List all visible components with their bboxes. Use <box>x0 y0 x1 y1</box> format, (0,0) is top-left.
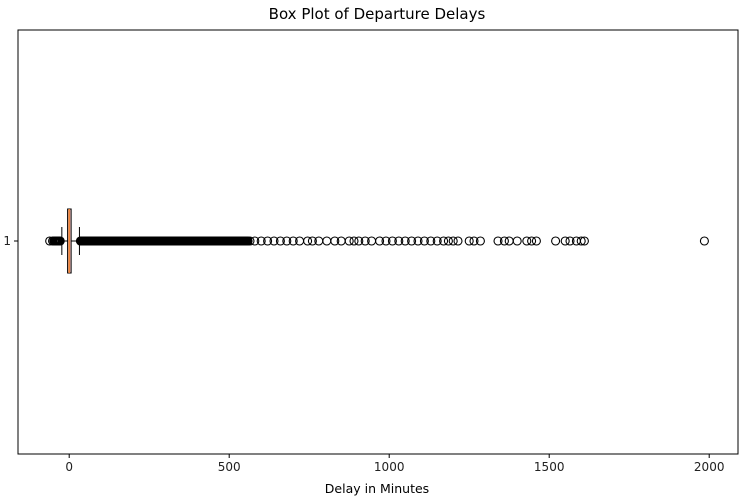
outlier-point <box>527 236 537 246</box>
outlier-point <box>407 236 417 246</box>
outlier-point <box>288 236 298 246</box>
outlier-point <box>699 236 709 246</box>
x-tick-label: 2000 <box>694 460 725 474</box>
outlier-point <box>48 236 58 246</box>
x-tick-label: 1000 <box>374 460 405 474</box>
outlier-point <box>475 236 485 246</box>
outlier-point <box>551 236 561 246</box>
outlier-point <box>469 236 479 246</box>
x-axis-label: Delay in Minutes <box>325 481 429 496</box>
outlier-point <box>439 236 449 246</box>
x-tick-label: 500 <box>218 460 241 474</box>
x-tick-label: 1500 <box>534 460 565 474</box>
outlier-point <box>419 236 429 246</box>
outlier-point <box>443 236 453 246</box>
outlier-point <box>275 236 285 246</box>
outlier-point <box>263 236 273 246</box>
outlier-point <box>522 236 532 246</box>
outlier-point <box>250 236 260 246</box>
outlier-point <box>256 236 266 246</box>
outlier-point <box>531 236 541 246</box>
outlier-point <box>493 236 503 246</box>
outlier-point <box>330 236 340 246</box>
outlier-point <box>394 236 404 246</box>
x-tick-label: 0 <box>65 460 73 474</box>
outlier-point <box>448 236 458 246</box>
outlier-point <box>322 236 332 246</box>
outlier-point <box>387 236 397 246</box>
plot-area: 0 500 1000 1500 2000 1 <box>3 29 739 474</box>
outlier-point <box>576 236 586 246</box>
plot-frame <box>17 29 739 455</box>
outlier-point <box>245 236 255 246</box>
y-tick-label: 1 <box>3 234 11 248</box>
outlier-point <box>45 236 55 246</box>
outlier-point <box>453 236 463 246</box>
outlier-point <box>504 236 514 246</box>
outlier-point <box>432 236 442 246</box>
outlier-point <box>426 236 436 246</box>
outlier-point <box>282 236 292 246</box>
outlier-point <box>307 236 317 246</box>
outlier-point <box>349 236 359 246</box>
outlier-point <box>360 236 370 246</box>
outlier-point <box>512 236 522 246</box>
outlier-point <box>344 236 354 246</box>
outlier-point <box>269 236 279 246</box>
outlier-point <box>499 236 509 246</box>
outlier-point <box>579 236 589 246</box>
chart-title: Box Plot of Departure Delays <box>269 5 486 23</box>
outlier-point <box>354 236 364 246</box>
outlier-point <box>560 236 570 246</box>
outlier-point <box>381 236 391 246</box>
outlier-point <box>464 236 474 246</box>
outlier-point <box>375 236 385 246</box>
outlier-point <box>413 236 423 246</box>
outlier-point <box>565 236 575 246</box>
outlier-point <box>400 236 410 246</box>
outlier-point <box>303 236 313 246</box>
